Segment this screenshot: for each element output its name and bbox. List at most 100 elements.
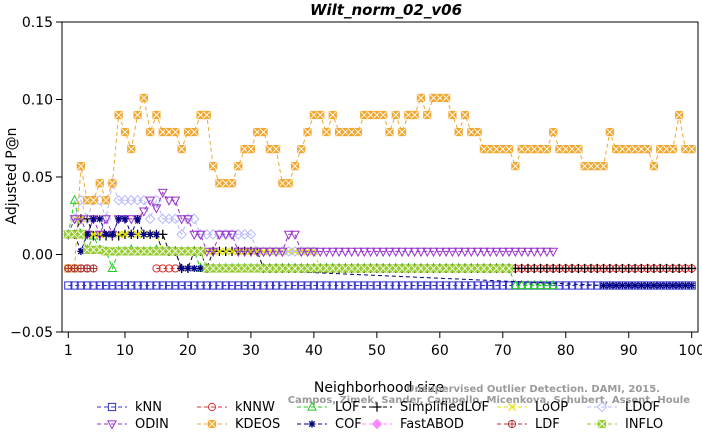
inflo-point-x: [505, 264, 514, 273]
cof-point: [190, 264, 198, 273]
odin-point: [315, 247, 326, 258]
legend-swatch-marker-cross: [508, 420, 516, 428]
odin-point: [422, 247, 433, 258]
kdeos-point-x: [297, 145, 306, 154]
knn-point: [467, 281, 476, 290]
kdeos-point: [271, 145, 281, 154]
x-tick-label: 20: [179, 343, 197, 359]
odin-point: [384, 247, 395, 258]
simplifiedlof-point: [114, 231, 124, 241]
kdeos-point: [643, 145, 652, 154]
loop-line: [67, 218, 440, 269]
cof-point: [115, 215, 123, 223]
odin-point: [176, 215, 187, 225]
cof-point: [631, 281, 639, 290]
kdeos-point: [209, 162, 218, 171]
cof-point: [618, 281, 627, 290]
x-tick-label: 100: [678, 343, 702, 359]
loop-point: [221, 247, 230, 256]
knn-point: [152, 281, 161, 290]
odin-point: [453, 247, 464, 258]
odin-point: [472, 247, 483, 258]
knn-point: [114, 281, 123, 290]
cof-point: [102, 230, 110, 238]
cof-point: [121, 215, 129, 223]
knn-point: [341, 281, 350, 290]
cof-point: [681, 281, 690, 290]
kdeos-point-x: [209, 162, 218, 171]
kdeos-point-x: [511, 162, 520, 171]
knn-point: [309, 281, 318, 290]
knn-point: [76, 281, 85, 290]
kdeos-point-x: [574, 145, 583, 154]
kdeos-point-x: [76, 162, 85, 171]
legend-swatch-marker: [107, 402, 117, 412]
legend-swatch-marker: [507, 419, 517, 429]
ldof-point: [176, 229, 187, 240]
x-tick-label: 10: [116, 343, 134, 359]
y-tick-label: −0.05: [10, 325, 53, 341]
legend-swatch-marker: [596, 401, 608, 413]
knn-point: [284, 281, 293, 290]
odin-point: [201, 247, 212, 258]
kdeos-point: [675, 110, 684, 120]
legend-item-loop: LoOP: [497, 400, 568, 415]
odin-point: [208, 247, 219, 258]
x-axis-label: Neighborhood size: [314, 380, 444, 396]
cof-point: [599, 281, 608, 290]
odin-point: [296, 247, 307, 258]
knn-point: [246, 281, 256, 290]
kdeos-point: [190, 127, 199, 137]
series-inflo: [64, 230, 514, 273]
kdeos-point-x: [687, 145, 696, 154]
simplifiedlof-point: [687, 263, 697, 274]
kdeos-point-x: [246, 145, 255, 154]
cof-point: [196, 264, 205, 273]
knn-point: [498, 281, 507, 290]
legend-item-ldf: LDF: [497, 417, 560, 432]
cof-point: [612, 281, 620, 290]
inflo-point-x: [76, 230, 85, 239]
odin-point: [271, 247, 282, 258]
kdeos-point: [316, 110, 325, 120]
knn-point: [372, 281, 381, 290]
kdeos-point-x: [202, 111, 211, 119]
kdeos-point: [139, 93, 148, 103]
odin-point: [308, 247, 319, 258]
series-ldf: [64, 264, 98, 273]
legend-item-ldof: LDOF: [587, 400, 660, 415]
axes: 1 10 20 30 40 50 60 70 80 90 100 −0.05 0.00 0.05 0.10 0…: [10, 15, 702, 359]
legend-item-knn: kNN: [97, 400, 162, 415]
knn-point: [460, 281, 470, 290]
kdeos-point-x: [152, 111, 161, 119]
kdeos-point: [246, 145, 256, 154]
kdeos-point: [120, 127, 130, 137]
inflo-point: [196, 247, 205, 256]
legend-item-cof: COF: [297, 417, 362, 432]
kdeos-point-x: [121, 128, 129, 136]
kdeos-point-x: [259, 128, 268, 136]
knn-point: [580, 281, 589, 290]
inflo-point: [76, 230, 85, 239]
kdeos-point-x: [379, 111, 388, 119]
x-tick-label: 1: [64, 343, 73, 359]
knn-point: [448, 281, 457, 290]
cof-point: [152, 230, 161, 238]
odin-point: [371, 247, 382, 258]
knn-point: [234, 281, 243, 290]
kdeos-point-x: [505, 145, 514, 154]
kdeos-point-x: [328, 111, 337, 119]
lof-point: [548, 279, 559, 290]
odin-point: [353, 247, 363, 258]
kdeos-point-x: [303, 128, 312, 136]
knn-point: [473, 281, 482, 290]
cof-point: [644, 281, 652, 290]
kdeos-point-x: [354, 128, 362, 136]
kdeos-point: [391, 110, 400, 120]
cof-point: [140, 230, 148, 238]
odin-point: [94, 230, 105, 241]
odin-point: [233, 247, 244, 258]
watermark-line-1: Unsupervised Outlier Detection. DAMI, 20…: [406, 384, 660, 395]
knnw-point: [164, 264, 174, 273]
cof-point: [108, 230, 116, 238]
